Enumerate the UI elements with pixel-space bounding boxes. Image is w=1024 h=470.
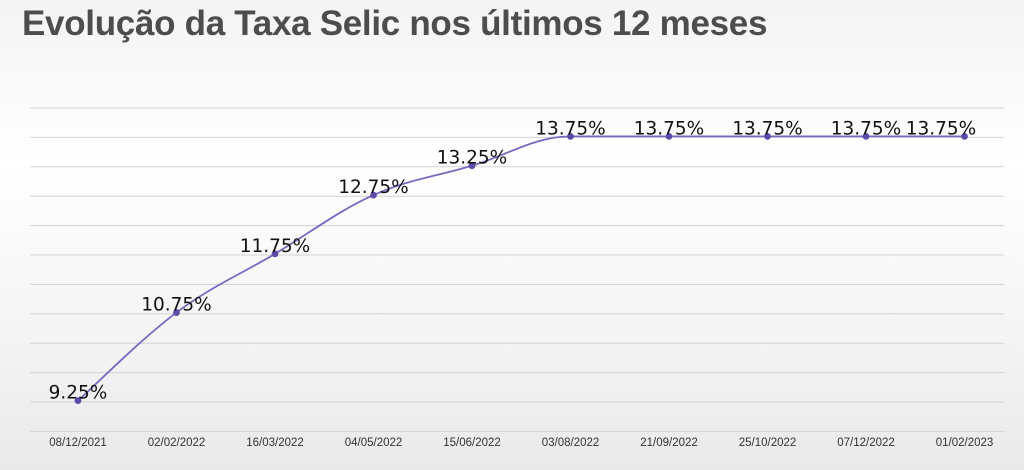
data-label: 13.75%	[732, 118, 803, 139]
data-label: 13.75%	[634, 118, 705, 139]
x-axis-ticks: 08/12/2021 02/02/2022 16/03/2022 04/05/2022…	[49, 437, 993, 449]
data-label: 13.75%	[906, 118, 977, 139]
data-point	[665, 132, 673, 140]
chart-title: Evolução da Taxa Selic nos últimos 12 me…	[22, 4, 768, 43]
data-point	[468, 162, 476, 170]
data-point	[271, 250, 279, 258]
data-label: 10.75%	[141, 295, 212, 316]
x-tick-label: 01/02/2023	[936, 437, 994, 449]
x-tick-label: 02/02/2022	[148, 437, 206, 449]
data-label: 9.25%	[49, 383, 108, 404]
x-tick-label: 15/06/2022	[443, 437, 501, 449]
x-tick-label: 16/03/2022	[246, 437, 304, 449]
data-label: 13.75%	[831, 118, 902, 139]
x-tick-label: 03/08/2022	[542, 437, 600, 449]
x-tick-label: 07/12/2022	[837, 437, 895, 449]
data-labels: 9.25%10.75%11.75%12.75%13.25%13.75% 13.75…	[49, 118, 977, 403]
data-point	[370, 191, 377, 199]
data-point	[961, 132, 968, 140]
data-points	[74, 132, 968, 405]
x-tick-label: 08/12/2021	[49, 437, 107, 449]
data-point	[862, 132, 870, 140]
x-tick-label: 04/05/2022	[345, 437, 403, 449]
gridlines	[30, 107, 1004, 432]
data-point	[173, 309, 180, 316]
data-label: 13.25%	[437, 148, 508, 169]
x-tick-label: 25/10/2022	[739, 437, 797, 449]
data-point	[567, 132, 574, 140]
data-point	[764, 132, 771, 140]
data-point	[74, 397, 82, 405]
data-label: 12.75%	[338, 177, 409, 198]
series-line	[77, 135, 965, 402]
data-label: 13.75%	[535, 118, 606, 139]
data-label: 11.75%	[240, 236, 311, 257]
x-tick-label: 21/09/2022	[640, 437, 698, 449]
